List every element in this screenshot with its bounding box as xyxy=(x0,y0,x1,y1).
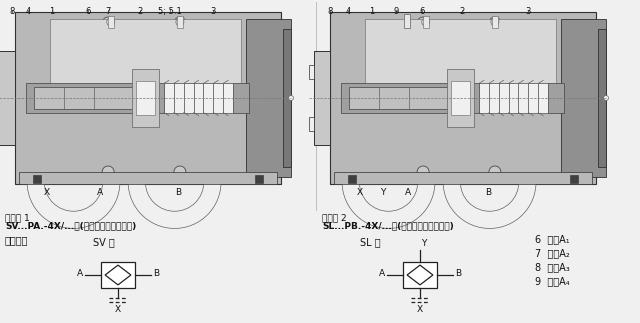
Text: 剖面图 2: 剖面图 2 xyxy=(322,213,347,222)
Text: 2: 2 xyxy=(138,7,143,16)
Bar xyxy=(423,16,429,28)
Text: 7: 7 xyxy=(106,7,111,16)
Text: X: X xyxy=(357,188,363,197)
Circle shape xyxy=(604,96,609,100)
Bar xyxy=(33,175,41,183)
Bar xyxy=(26,82,249,113)
Circle shape xyxy=(417,166,429,178)
Text: A: A xyxy=(97,188,103,197)
Text: X: X xyxy=(115,305,121,314)
Bar xyxy=(49,19,241,98)
Text: A: A xyxy=(379,269,385,278)
Bar xyxy=(561,19,606,177)
Circle shape xyxy=(491,18,499,26)
Bar xyxy=(334,172,592,184)
Text: 6: 6 xyxy=(85,7,91,16)
Text: 剖面图 1: 剖面图 1 xyxy=(5,213,29,222)
Circle shape xyxy=(422,18,430,26)
Text: 4: 4 xyxy=(346,7,351,16)
Bar xyxy=(101,262,135,288)
Bar xyxy=(136,81,155,115)
Circle shape xyxy=(102,17,114,29)
Text: 3: 3 xyxy=(211,7,216,16)
Wedge shape xyxy=(128,182,221,228)
Bar xyxy=(283,29,291,167)
Circle shape xyxy=(417,17,429,29)
Bar xyxy=(309,117,314,131)
Text: Y: Y xyxy=(380,188,386,197)
Text: A: A xyxy=(77,269,83,278)
Text: Y: Y xyxy=(421,239,426,248)
Polygon shape xyxy=(105,265,131,285)
Wedge shape xyxy=(27,182,120,228)
Text: 9: 9 xyxy=(394,7,399,16)
Bar xyxy=(255,175,263,183)
Bar xyxy=(404,14,410,28)
Text: SV 型: SV 型 xyxy=(93,237,115,247)
Bar xyxy=(309,65,314,79)
Polygon shape xyxy=(451,85,472,111)
Bar xyxy=(314,51,330,145)
Bar xyxy=(479,83,548,113)
Bar xyxy=(0,51,15,145)
Text: 4: 4 xyxy=(26,7,31,16)
Text: SL 型: SL 型 xyxy=(360,237,381,247)
Text: 9  面积A₄: 9 面积A₄ xyxy=(535,276,570,286)
Bar xyxy=(19,172,277,184)
Text: 6: 6 xyxy=(419,7,425,16)
Circle shape xyxy=(102,166,114,178)
Text: A: A xyxy=(405,188,411,197)
Bar xyxy=(492,16,498,28)
Text: 8: 8 xyxy=(10,7,15,16)
Bar xyxy=(349,87,450,109)
Bar xyxy=(447,69,474,127)
Text: B: B xyxy=(153,269,159,278)
Text: 2: 2 xyxy=(460,7,465,16)
Polygon shape xyxy=(407,265,433,285)
Bar xyxy=(246,19,291,177)
Text: 7  面积A₂: 7 面积A₂ xyxy=(535,248,570,258)
Circle shape xyxy=(489,17,501,29)
Bar xyxy=(340,82,564,113)
Text: B: B xyxy=(485,188,491,197)
Text: 1: 1 xyxy=(369,7,374,16)
Bar xyxy=(15,12,281,184)
Bar xyxy=(570,175,578,183)
Text: B: B xyxy=(455,269,461,278)
Polygon shape xyxy=(135,85,157,111)
Circle shape xyxy=(174,17,186,29)
Bar xyxy=(132,69,159,127)
Text: 3: 3 xyxy=(525,7,531,16)
Circle shape xyxy=(176,18,184,26)
Bar xyxy=(164,83,233,113)
Text: 图形符号: 图形符号 xyxy=(5,235,29,245)
Text: SV...PA.-4X/...型(无泄油口，带预释压): SV...PA.-4X/...型(无泄油口，带预释压) xyxy=(5,221,136,230)
Circle shape xyxy=(289,96,294,100)
Bar xyxy=(598,29,606,167)
Circle shape xyxy=(174,166,186,178)
Wedge shape xyxy=(342,182,435,228)
Bar xyxy=(403,262,437,288)
Text: SL...PB.-4X/...型(带泄油口，无预释压): SL...PB.-4X/...型(带泄油口，无预释压) xyxy=(322,221,454,230)
Text: X: X xyxy=(44,188,50,197)
Bar xyxy=(365,19,556,98)
Text: 1: 1 xyxy=(49,7,54,16)
Text: 8  面积A₃: 8 面积A₃ xyxy=(535,262,570,272)
Text: X: X xyxy=(417,305,423,314)
Text: 5; 5.1: 5; 5.1 xyxy=(158,7,182,16)
Text: B: B xyxy=(175,188,181,197)
Circle shape xyxy=(489,166,501,178)
Bar xyxy=(108,16,114,28)
Text: 8: 8 xyxy=(327,7,333,16)
Wedge shape xyxy=(443,182,536,228)
Circle shape xyxy=(107,18,115,26)
Bar xyxy=(330,12,596,184)
Bar xyxy=(451,81,470,115)
Bar xyxy=(34,87,134,109)
Bar xyxy=(177,16,183,28)
Text: 6  面积A₁: 6 面积A₁ xyxy=(535,234,570,244)
Bar xyxy=(348,175,356,183)
